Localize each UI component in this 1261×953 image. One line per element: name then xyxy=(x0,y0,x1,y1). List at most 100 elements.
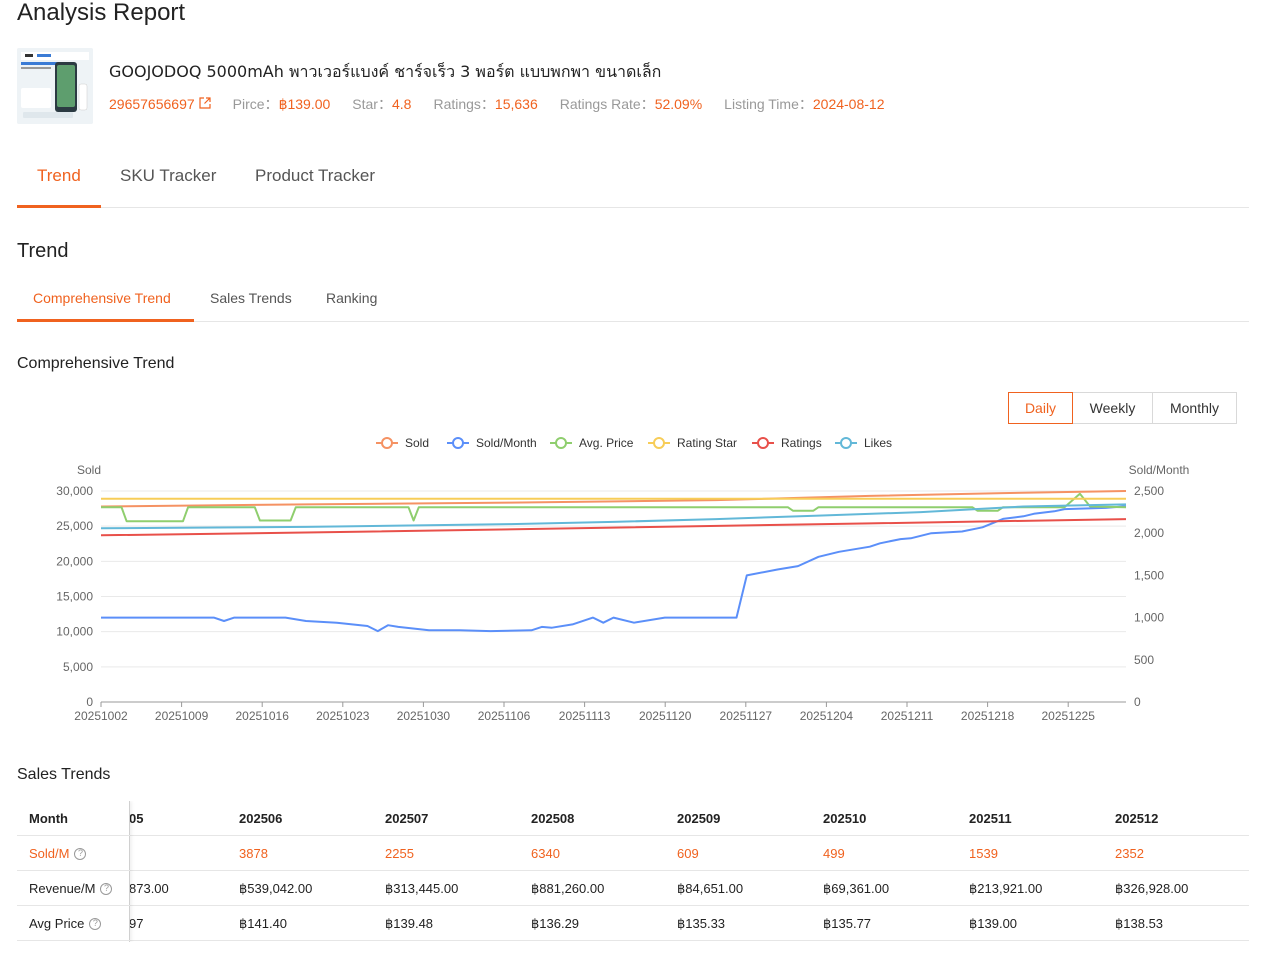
table-cell: ฿84,651.00 xyxy=(677,880,744,896)
y-left-tick-label: 30,000 xyxy=(56,484,93,498)
svg-text:Sold: Sold xyxy=(405,436,429,450)
y-right-tick-label: 1,000 xyxy=(1134,611,1164,625)
sub-tabs: Comprehensive Trend Sales Trends Ranking xyxy=(17,284,1249,322)
active-tab-indicator xyxy=(17,205,101,208)
legend-item-sold-month[interactable]: Sold/Month xyxy=(447,436,537,450)
table-cell: ฿881,260.00 xyxy=(531,880,605,896)
comprehensive-trend-chart[interactable]: 30,000 25,000 20,000 15,000 10,000 5,000 0 2,50… xyxy=(0,428,1261,728)
listing-time-label: Listing Time： xyxy=(724,96,813,112)
x-tick-label: 20251225 xyxy=(1042,709,1096,723)
x-tick-label: 20251211 xyxy=(881,709,934,723)
row-label-avg-price: Avg Price? xyxy=(29,906,102,941)
x-tick-label: 20251127 xyxy=(720,709,773,723)
trend-heading: Trend xyxy=(17,240,69,262)
y-right-tick-label: 500 xyxy=(1134,653,1154,667)
y-left-tick-label: 20,000 xyxy=(56,554,93,568)
svg-text:Avg. Price: Avg. Price xyxy=(579,436,634,450)
table-row: 873.00 ฿539,042.00 ฿313,445.00 ฿881,260.… xyxy=(17,871,1249,906)
table-cell: 6340 xyxy=(531,846,560,861)
listing-time-value: 2024-08-12 xyxy=(812,96,885,112)
series-line-sold-month xyxy=(101,505,1127,633)
x-tick-label: 20251002 xyxy=(74,709,128,723)
column-header: 202506 xyxy=(239,811,283,826)
column-header: 202512 xyxy=(1115,811,1159,826)
ratings-label: Ratings： xyxy=(433,96,495,112)
external-link-icon[interactable] xyxy=(199,96,211,112)
y-left-tick-label: 0 xyxy=(86,695,93,709)
legend-item-sold[interactable]: Sold xyxy=(376,436,429,450)
column-header: 202507 xyxy=(385,811,429,826)
help-icon[interactable]: ? xyxy=(89,917,102,930)
table-cell: ฿139.00 xyxy=(969,915,1018,931)
y-right-tick-label: 1,500 xyxy=(1134,568,1164,582)
table-cell: ฿326,928.00 xyxy=(1115,880,1189,896)
weekly-button[interactable]: Weekly xyxy=(1072,392,1153,424)
svg-text:Sold/Month: Sold/Month xyxy=(476,436,537,450)
page-title: Analysis Report xyxy=(17,0,186,26)
table-cell: 2352 xyxy=(1115,846,1144,861)
y-right-tick-label: 2,500 xyxy=(1134,484,1164,498)
star-value: 4.8 xyxy=(391,96,412,112)
x-tick-label: 20251023 xyxy=(316,709,370,723)
table-cell: 873.00 xyxy=(129,881,169,896)
table-row: 97 ฿141.40 ฿139.48 ฿136.29 ฿135.33 ฿135.… xyxy=(17,906,1249,941)
y-right-tick-label: 2,000 xyxy=(1134,526,1164,540)
legend-item-rating-star[interactable]: Rating Star xyxy=(648,436,737,450)
sales-trends-heading: Sales Trends xyxy=(17,766,111,783)
product-name[interactable]: GOOJODOQ 5000mAh พาวเวอร์แบงค์ ชาร์จเร็ว… xyxy=(109,62,662,81)
table-fixed-column: Month Sold/M? Revenue/M? Avg Price? xyxy=(17,801,130,942)
product-thumbnail[interactable] xyxy=(17,48,93,124)
series-line-likes xyxy=(100,503,1127,530)
legend-item-ratings[interactable]: Ratings xyxy=(752,436,822,450)
column-header: 202509 xyxy=(677,811,721,826)
series-line-sold xyxy=(100,490,1127,508)
table-cell: ฿313,445.00 xyxy=(385,880,459,896)
x-tick-label: 20251016 xyxy=(236,709,290,723)
legend-item-likes[interactable]: Likes xyxy=(835,436,892,450)
column-header: 202511 xyxy=(969,811,1012,826)
help-icon[interactable]: ? xyxy=(100,882,113,895)
table-cell: ฿136.29 xyxy=(531,915,580,931)
table-cell: ฿69,361.00 xyxy=(823,880,890,896)
month-header: Month xyxy=(29,811,68,826)
help-icon[interactable]: ? xyxy=(74,847,87,860)
table-cell: 1539 xyxy=(969,846,998,861)
table-cell: 609 xyxy=(677,846,699,861)
daily-button[interactable]: Daily xyxy=(1008,392,1073,424)
product-meta: 29657656697 Pirce： ฿139.00 Star： 4.8 Rat… xyxy=(109,94,885,114)
table-cell: 3878 xyxy=(239,846,268,861)
y-left-tick-label: 15,000 xyxy=(56,590,93,604)
tab-comprehensive-trend[interactable]: Comprehensive Trend xyxy=(33,290,171,306)
y-left-tick-label: 25,000 xyxy=(56,519,93,533)
ratings-rate-value: 52.09% xyxy=(654,96,703,112)
chart-heading: Comprehensive Trend xyxy=(17,355,175,372)
active-subtab-indicator xyxy=(17,319,194,322)
svg-text:Rating Star: Rating Star xyxy=(677,436,737,450)
product-card: GOOJODOQ 5000mAh พาวเวอร์แบงค์ ชาร์จเร็ว… xyxy=(17,48,1237,126)
legend-item-avg-price[interactable]: Avg. Price xyxy=(550,436,634,450)
tab-ranking[interactable]: Ranking xyxy=(326,290,378,306)
tab-sales-trends[interactable]: Sales Trends xyxy=(210,290,292,306)
table-header-row: 05 202506 202507 202508 202509 202510 20… xyxy=(17,801,1249,836)
x-tick-label: 20251106 xyxy=(478,709,531,723)
table-cell: ฿539,042.00 xyxy=(239,880,313,896)
tab-sku-tracker[interactable]: SKU Tracker xyxy=(120,166,217,185)
table-cell: 97 xyxy=(129,916,144,931)
product-id-link[interactable]: 29657656697 xyxy=(109,96,195,112)
monthly-button[interactable]: Monthly xyxy=(1152,392,1237,424)
column-header: 202508 xyxy=(531,811,575,826)
table-cell: ฿138.53 xyxy=(1115,915,1164,931)
x-tick-label: 20251009 xyxy=(155,709,209,723)
tab-product-tracker[interactable]: Product Tracker xyxy=(255,166,375,185)
price-value: ฿139.00 xyxy=(278,95,331,112)
y-right-tick-label: 0 xyxy=(1134,695,1141,709)
y-right-axis-label: Sold/Month xyxy=(1129,463,1190,477)
column-header: 05 xyxy=(129,811,144,826)
tab-trend[interactable]: Trend xyxy=(37,166,81,185)
main-tabs: Trend SKU Tracker Product Tracker xyxy=(17,148,1249,208)
row-label-sold-m: Sold/M? xyxy=(29,836,87,871)
star-label: Star： xyxy=(352,96,392,112)
table-cell: ฿213,921.00 xyxy=(969,880,1043,896)
y-left-axis-label: Sold xyxy=(77,463,101,477)
svg-text:Likes: Likes xyxy=(864,436,892,450)
